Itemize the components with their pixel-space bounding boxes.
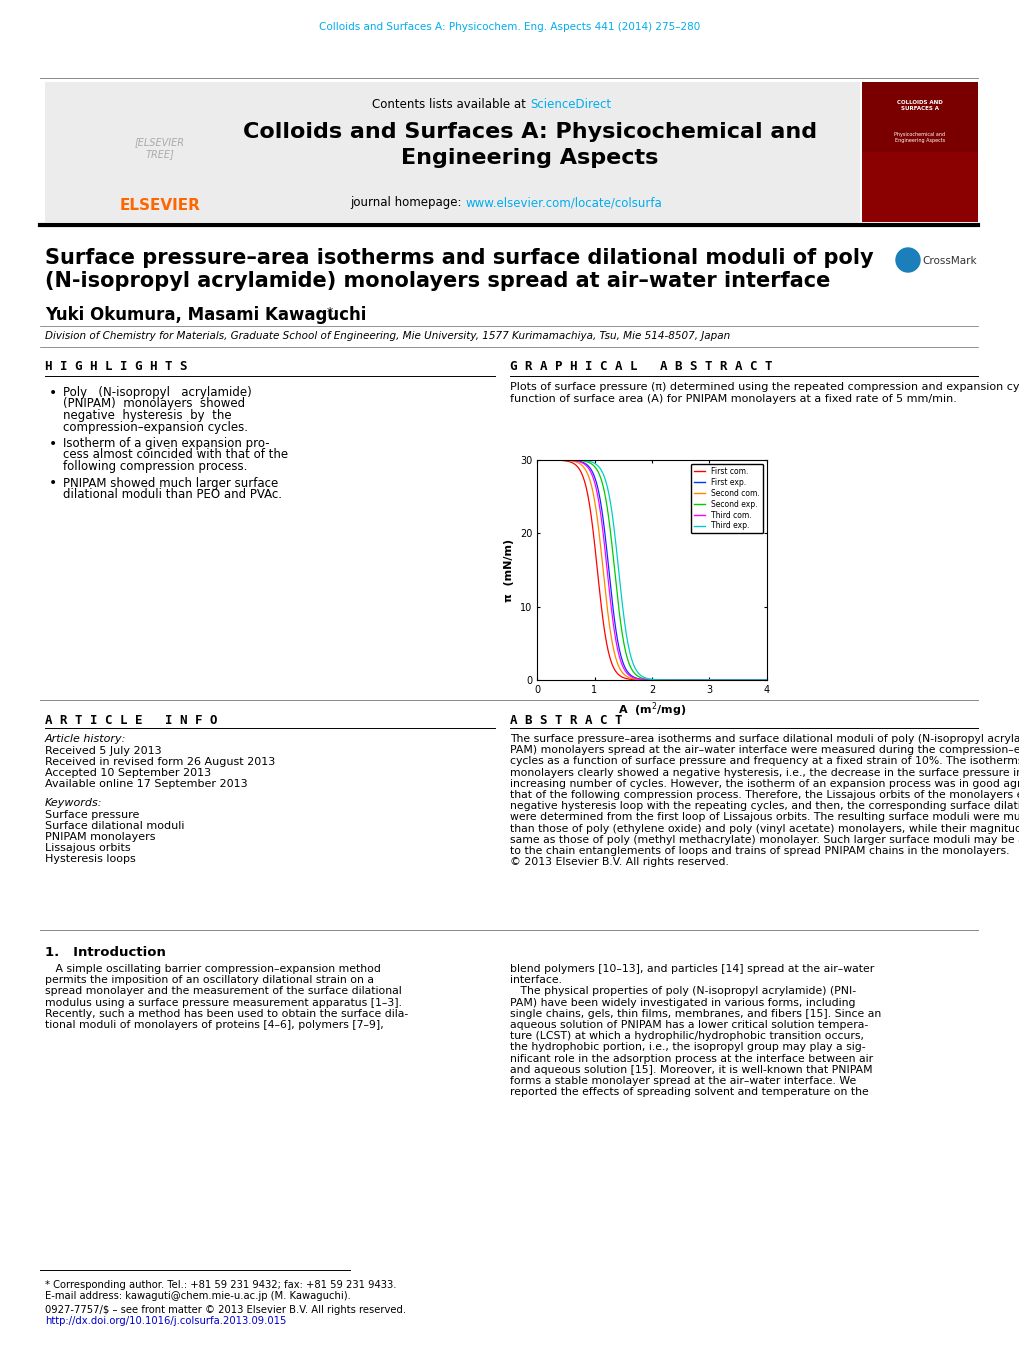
Text: Received in revised form 26 August 2013: Received in revised form 26 August 2013	[45, 757, 275, 767]
Text: The surface pressure–area isotherms and surface dilational moduli of poly (N-iso: The surface pressure–area isotherms and …	[510, 734, 1019, 744]
X-axis label: A  (m$^2$/mg): A (m$^2$/mg)	[618, 700, 686, 719]
Text: single chains, gels, thin films, membranes, and fibers [15]. Since an: single chains, gels, thin films, membran…	[510, 1009, 880, 1019]
Bar	[45, 82, 859, 222]
Text: function of surface area (A) for PNIPAM monolayers at a fixed rate of 5 mm/min.: function of surface area (A) for PNIPAM …	[510, 394, 956, 404]
Text: Article history:: Article history:	[45, 734, 126, 744]
Text: ✓: ✓	[902, 254, 912, 267]
Text: COLLOIDS AND
SURFACES A: COLLOIDS AND SURFACES A	[897, 100, 942, 111]
Text: and aqueous solution [15]. Moreover, it is well-known that PNIPAM: and aqueous solution [15]. Moreover, it …	[510, 1065, 872, 1075]
Text: •: •	[49, 436, 57, 451]
Text: •: •	[49, 386, 57, 400]
Text: same as those of poly (methyl methacrylate) monolayer. Such larger surface modul: same as those of poly (methyl methacryla…	[510, 835, 1019, 844]
Text: (N-isopropyl acrylamide) monolayers spread at air–water interface: (N-isopropyl acrylamide) monolayers spre…	[45, 272, 829, 290]
Text: journal homepage:: journal homepage:	[350, 196, 465, 209]
Bar	[861, 82, 977, 222]
Text: reported the effects of spreading solvent and temperature on the: reported the effects of spreading solven…	[510, 1088, 868, 1097]
Text: monolayers clearly showed a negative hysteresis, i.e., the decrease in the surfa: monolayers clearly showed a negative hys…	[510, 767, 1019, 778]
Text: ture (LCST) at which a hydrophilic/hydrophobic transition occurs,: ture (LCST) at which a hydrophilic/hydro…	[510, 1031, 863, 1042]
Text: ELSEVIER: ELSEVIER	[119, 197, 201, 212]
Text: A B S T R A C T: A B S T R A C T	[510, 713, 622, 727]
Text: Surface dilational moduli: Surface dilational moduli	[45, 821, 184, 831]
Text: Isotherm of a given expansion pro-: Isotherm of a given expansion pro-	[63, 436, 269, 450]
Text: Yuki Okumura, Masami Kawaguchi: Yuki Okumura, Masami Kawaguchi	[45, 305, 366, 324]
Text: PAM) monolayers spread at the air–water interface were measured during the compr: PAM) monolayers spread at the air–water …	[510, 746, 1019, 755]
Text: Contents lists available at: Contents lists available at	[372, 99, 530, 111]
Text: modulus using a surface pressure measurement apparatus [1–3].: modulus using a surface pressure measure…	[45, 997, 401, 1008]
Text: Hysteresis loops: Hysteresis loops	[45, 854, 136, 865]
Text: The physical properties of poly (N-isopropyl acrylamide) (PNI-: The physical properties of poly (N-isopr…	[510, 986, 855, 997]
Text: Surface pressure–area isotherms and surface dilational moduli of poly: Surface pressure–area isotherms and surf…	[45, 249, 872, 267]
Text: cycles as a function of surface pressure and frequency at a fixed strain of 10%.: cycles as a function of surface pressure…	[510, 757, 1019, 766]
Text: 0927-7757/$ – see front matter © 2013 Elsevier B.V. All rights reserved.: 0927-7757/$ – see front matter © 2013 El…	[45, 1305, 406, 1315]
Bar	[861, 82, 977, 153]
Text: E-mail address: kawaguti@chem.mie-u.ac.jp (M. Kawaguchi).: E-mail address: kawaguti@chem.mie-u.ac.j…	[45, 1292, 351, 1301]
Text: PNIPAM showed much larger surface: PNIPAM showed much larger surface	[63, 477, 278, 489]
Text: that of the following compression process. Therefore, the Lissajous orbits of th: that of the following compression proces…	[510, 790, 1019, 800]
Text: negative  hysteresis  by  the: negative hysteresis by the	[63, 409, 231, 422]
Text: PAM) have been widely investigated in various forms, including: PAM) have been widely investigated in va…	[510, 997, 855, 1008]
Text: A R T I C L E   I N F O: A R T I C L E I N F O	[45, 713, 217, 727]
Text: blend polymers [10–13], and particles [14] spread at the air–water: blend polymers [10–13], and particles [1…	[510, 965, 873, 974]
Text: Keywords:: Keywords:	[45, 798, 102, 808]
Text: compression–expansion cycles.: compression–expansion cycles.	[63, 420, 248, 434]
Text: Poly   (N-isopropyl   acrylamide): Poly (N-isopropyl acrylamide)	[63, 386, 252, 399]
Text: [ELSEVIER
TREE]: [ELSEVIER TREE]	[135, 138, 184, 159]
Text: cess almost coincided with that of the: cess almost coincided with that of the	[63, 449, 287, 462]
Text: interface.: interface.	[510, 975, 561, 985]
Text: PNIPAM monolayers: PNIPAM monolayers	[45, 832, 155, 842]
Text: nificant role in the adsorption process at the interface between air: nificant role in the adsorption process …	[510, 1054, 872, 1063]
Text: Plots of surface pressure (π) determined using the repeated compression and expa: Plots of surface pressure (π) determined…	[510, 382, 1019, 392]
Text: spread monolayer and the measurement of the surface dilational: spread monolayer and the measurement of …	[45, 986, 401, 997]
Text: *: *	[327, 305, 333, 319]
Text: the hydrophobic portion, i.e., the isopropyl group may play a sig-: the hydrophobic portion, i.e., the isopr…	[510, 1043, 865, 1052]
Text: Recently, such a method has been used to obtain the surface dila-: Recently, such a method has been used to…	[45, 1009, 408, 1019]
Text: to the chain entanglements of loops and trains of spread PNIPAM chains in the mo: to the chain entanglements of loops and …	[510, 846, 1009, 857]
Text: G R A P H I C A L   A B S T R A C T: G R A P H I C A L A B S T R A C T	[510, 359, 771, 373]
Text: Colloids and Surfaces A: Physicochemical and: Colloids and Surfaces A: Physicochemical…	[243, 122, 816, 142]
Text: negative hysteresis loop with the repeating cycles, and then, the corresponding : negative hysteresis loop with the repeat…	[510, 801, 1019, 811]
Text: were determined from the first loop of Lissajous orbits. The resulting surface m: were determined from the first loop of L…	[510, 812, 1019, 823]
Text: Received 5 July 2013: Received 5 July 2013	[45, 746, 161, 757]
Text: CrossMark: CrossMark	[921, 255, 975, 266]
Y-axis label: π  (mN/m): π (mN/m)	[503, 539, 514, 601]
Text: forms a stable monolayer spread at the air–water interface. We: forms a stable monolayer spread at the a…	[510, 1075, 855, 1086]
Text: permits the imposition of an oscillatory dilational strain on a: permits the imposition of an oscillatory…	[45, 975, 374, 985]
Text: Colloids and Surfaces A: Physicochem. Eng. Aspects 441 (2014) 275–280: Colloids and Surfaces A: Physicochem. En…	[319, 22, 700, 32]
Text: •: •	[49, 477, 57, 490]
Text: following compression process.: following compression process.	[63, 459, 248, 473]
Text: H I G H L I G H T S: H I G H L I G H T S	[45, 359, 187, 373]
Text: dilational moduli than PEO and PVAc.: dilational moduli than PEO and PVAc.	[63, 488, 281, 501]
Text: increasing number of cycles. However, the isotherm of an expansion process was i: increasing number of cycles. However, th…	[510, 778, 1019, 789]
Text: Available online 17 September 2013: Available online 17 September 2013	[45, 780, 248, 789]
Text: ScienceDirect: ScienceDirect	[530, 99, 610, 111]
Text: tional moduli of monolayers of proteins [4–6], polymers [7–9],: tional moduli of monolayers of proteins …	[45, 1020, 383, 1029]
Text: 1.   Introduction: 1. Introduction	[45, 946, 166, 959]
Text: www.elsevier.com/locate/colsurfa: www.elsevier.com/locate/colsurfa	[465, 196, 661, 209]
Circle shape	[895, 249, 919, 272]
Text: Surface pressure: Surface pressure	[45, 811, 140, 820]
Text: Lissajous orbits: Lissajous orbits	[45, 843, 130, 852]
Text: Division of Chemistry for Materials, Graduate School of Engineering, Mie Univers: Division of Chemistry for Materials, Gra…	[45, 331, 730, 340]
Text: Physicochemical and
Engineering Aspects: Physicochemical and Engineering Aspects	[894, 132, 945, 143]
Text: * Corresponding author. Tel.: +81 59 231 9432; fax: +81 59 231 9433.: * Corresponding author. Tel.: +81 59 231…	[45, 1279, 396, 1290]
Text: (PNIPAM)  monolayers  showed: (PNIPAM) monolayers showed	[63, 397, 245, 411]
Text: Accepted 10 September 2013: Accepted 10 September 2013	[45, 767, 211, 778]
Text: © 2013 Elsevier B.V. All rights reserved.: © 2013 Elsevier B.V. All rights reserved…	[510, 857, 729, 867]
Text: http://dx.doi.org/10.1016/j.colsurfa.2013.09.015: http://dx.doi.org/10.1016/j.colsurfa.201…	[45, 1316, 286, 1325]
Text: A simple oscillating barrier compression–expansion method: A simple oscillating barrier compression…	[45, 965, 380, 974]
Text: than those of poly (ethylene oxide) and poly (vinyl acetate) monolayers, while t: than those of poly (ethylene oxide) and …	[510, 824, 1019, 834]
Text: Engineering Aspects: Engineering Aspects	[400, 149, 658, 168]
Text: aqueous solution of PNIPAM has a lower critical solution tempera-: aqueous solution of PNIPAM has a lower c…	[510, 1020, 867, 1029]
Legend: First com., First exp., Second com., Second exp., Third com., Third exp.: First com., First exp., Second com., Sec…	[690, 463, 762, 534]
